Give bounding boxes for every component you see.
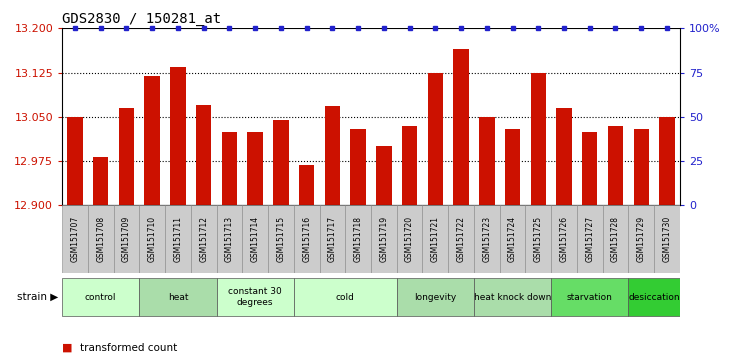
Bar [556,108,572,205]
Text: GSM151728: GSM151728 [611,216,620,262]
Bar [145,75,160,205]
Text: transformed count: transformed count [80,343,178,353]
Bar [629,278,680,316]
Bar [428,73,443,205]
Text: GSM151709: GSM151709 [122,216,131,262]
Bar [350,129,366,205]
Bar [319,205,345,273]
Bar [294,205,319,273]
Bar [191,205,216,273]
Bar [325,106,340,205]
Bar [165,205,191,273]
Text: GSM151708: GSM151708 [96,216,105,262]
Bar [268,205,294,273]
Text: starvation: starvation [567,293,613,302]
Bar [371,205,397,273]
Bar [62,205,88,273]
Bar [67,117,83,205]
Bar [474,278,551,316]
Text: GSM151722: GSM151722 [457,216,466,262]
Bar [505,129,520,205]
Bar [402,126,417,205]
Bar [247,132,263,205]
Bar [62,278,140,316]
Text: GSM151730: GSM151730 [662,216,672,262]
Text: GSM151714: GSM151714 [251,216,260,262]
Text: GSM151718: GSM151718 [354,216,363,262]
Text: GSM151723: GSM151723 [482,216,491,262]
Bar [299,165,314,205]
Bar [582,132,597,205]
Bar [140,278,216,316]
Bar [93,157,108,205]
Bar [629,205,654,273]
Text: GSM151721: GSM151721 [431,216,440,262]
Text: control: control [85,293,116,302]
Text: heat: heat [167,293,188,302]
Bar [345,205,371,273]
Bar [294,278,397,316]
Text: GSM151713: GSM151713 [225,216,234,262]
Bar [531,73,546,205]
Bar [221,132,237,205]
Bar [423,205,448,273]
Bar [273,120,289,205]
Text: desiccation: desiccation [628,293,680,302]
Bar [196,105,211,205]
Bar [376,146,392,205]
Bar [479,117,494,205]
Text: ■: ■ [62,343,72,353]
Bar [607,126,624,205]
Bar [659,117,675,205]
Text: cold: cold [336,293,355,302]
Text: GSM151715: GSM151715 [276,216,285,262]
Bar [453,49,469,205]
Bar [88,205,113,273]
Bar [526,205,551,273]
Text: GSM151712: GSM151712 [199,216,208,262]
Text: GSM151716: GSM151716 [302,216,311,262]
Text: GSM151724: GSM151724 [508,216,517,262]
Text: GSM151707: GSM151707 [70,216,80,262]
Bar [170,67,186,205]
Bar [448,205,474,273]
Text: GSM151726: GSM151726 [559,216,569,262]
Bar [634,129,649,205]
Text: GSM151729: GSM151729 [637,216,645,262]
Text: GDS2830 / 150281_at: GDS2830 / 150281_at [62,12,221,26]
Text: strain ▶: strain ▶ [18,292,58,302]
Text: GSM151710: GSM151710 [148,216,156,262]
Bar [474,205,500,273]
Bar [140,205,165,273]
Bar [551,205,577,273]
Text: longevity: longevity [414,293,456,302]
Bar [577,205,602,273]
Text: GSM151727: GSM151727 [586,216,594,262]
Bar [118,108,135,205]
Text: constant 30
degrees: constant 30 degrees [228,287,282,307]
Bar [113,205,140,273]
Bar [216,278,294,316]
Bar [397,278,474,316]
Bar [500,205,526,273]
Bar [216,205,242,273]
Text: GSM151720: GSM151720 [405,216,414,262]
Text: GSM151719: GSM151719 [379,216,388,262]
Text: GSM151711: GSM151711 [173,216,183,262]
Text: GSM151725: GSM151725 [534,216,543,262]
Bar [242,205,268,273]
Bar [397,205,423,273]
Bar [602,205,629,273]
Text: heat knock down: heat knock down [474,293,551,302]
Bar [551,278,629,316]
Bar [654,205,680,273]
Text: GSM151717: GSM151717 [328,216,337,262]
